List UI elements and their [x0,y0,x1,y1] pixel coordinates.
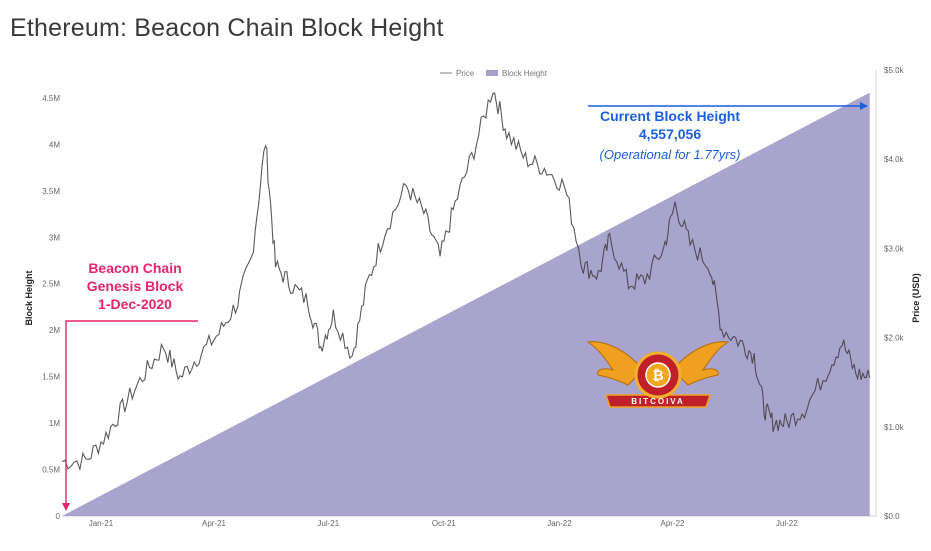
logo-banner [604,394,712,408]
y-tick-label: 2.5M [42,280,60,289]
x-tick-label: Jul-22 [776,519,798,528]
price-line [61,92,871,472]
watermark-text: BITCOIVA [631,397,685,406]
current-annotation-line1: Current Block Height [600,108,740,124]
y2-tick-label: $1.0k [884,423,905,432]
genesis-arrow-line [65,320,198,505]
chart-annotations: Beacon Chain Genesis Block 1-Dec-2020 Curre… [62,102,868,511]
page-title: Ethereum: Beacon Chain Block Height [10,14,444,42]
genesis-annotation-line1: Beacon Chain [88,260,181,276]
x-tick-label: Jan-22 [547,519,572,528]
genesis-arrowhead [62,503,70,511]
y-tick-label: 0 [56,512,61,521]
bitcoiva-watermark: ₿ BITCOIVA [586,341,730,408]
x-tick-label: Jul-21 [317,519,339,528]
y-tick-label: 3.5M [42,187,60,196]
y-tick-label: 0.5M [42,466,60,475]
y-tick-label: 4.5M [42,94,60,103]
y2-tick-label: $0.0 [884,512,900,521]
y-tick-label: 2M [49,326,60,335]
genesis-annotation-line3: 1-Dec-2020 [98,296,172,312]
block-height-fill [62,92,870,516]
x-tick-label: Apr-21 [202,519,227,528]
price-series [61,92,871,472]
genesis-annotation-line2: Genesis Block [87,278,184,294]
wing-left-icon [586,341,644,386]
y2-tick-label: $3.0k [884,244,905,253]
legend-price-label: Price [456,69,475,78]
current-annotation-line3: (Operational for 1.77yrs) [600,147,741,162]
x-tick-label: Oct-21 [432,519,457,528]
legend-block-height-label: Block Height [502,69,548,78]
chart-legend: Price Block Height [440,69,548,78]
x-tick-label: Jan-21 [89,519,114,528]
wing-right-icon [672,341,730,386]
y2-axis-title: Price (USD) [911,273,921,323]
y2-tick-label: $4.0k [884,155,905,164]
y-tick-label: 4M [49,140,60,149]
y-tick-label: 3M [49,233,60,242]
y-axis-title: Block Height [24,270,34,325]
y2-tick-label: $5.0k [884,66,905,75]
bitcoin-icon [645,362,671,388]
y-tick-label: 1M [49,419,60,428]
y-tick-label: 1.5M [42,373,60,382]
bitcoin-symbol: ₿ [652,367,663,383]
current-arrowhead [860,102,868,110]
x-tick-label: Apr-22 [660,519,685,528]
legend-block-height-swatch [486,70,498,76]
y2-tick-label: $2.0k [884,334,905,343]
current-annotation-line2: 4,557,056 [639,126,701,142]
block-height-area [62,92,870,516]
